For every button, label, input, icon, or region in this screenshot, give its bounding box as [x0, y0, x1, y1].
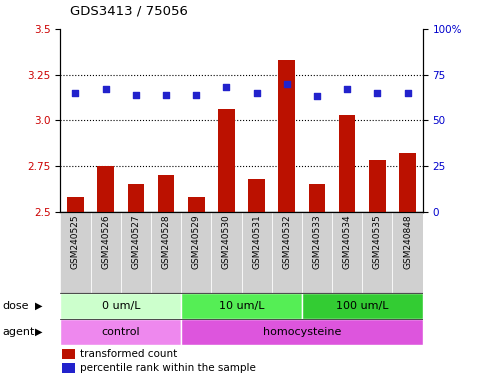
Bar [399, 153, 416, 212]
Point [343, 86, 351, 92]
Text: agent: agent [2, 327, 35, 337]
Text: GSM240535: GSM240535 [373, 214, 382, 269]
Bar [271, 212, 302, 293]
Point [162, 91, 170, 98]
Bar [121, 212, 151, 293]
Text: 0 um/L: 0 um/L [101, 301, 140, 311]
Text: ▶: ▶ [35, 301, 43, 311]
Bar [309, 184, 325, 212]
Text: GSM240531: GSM240531 [252, 214, 261, 269]
Bar [369, 161, 385, 212]
Bar [128, 184, 144, 212]
Point [223, 84, 230, 90]
Bar [181, 319, 423, 345]
Text: GSM240532: GSM240532 [282, 214, 291, 269]
Point [71, 90, 79, 96]
Bar [158, 175, 174, 212]
Bar [62, 363, 75, 373]
Text: transformed count: transformed count [80, 349, 178, 359]
Text: 100 um/L: 100 um/L [336, 301, 388, 311]
Bar [302, 293, 423, 319]
Bar [67, 197, 84, 212]
Point [132, 91, 140, 98]
Text: GSM240527: GSM240527 [131, 214, 141, 269]
Bar [151, 212, 181, 293]
Point [253, 90, 260, 96]
Text: GSM240534: GSM240534 [342, 214, 352, 269]
Text: ▶: ▶ [35, 327, 43, 337]
Text: GSM240848: GSM240848 [403, 214, 412, 269]
Bar [98, 166, 114, 212]
Point [192, 91, 200, 98]
Bar [181, 212, 212, 293]
Text: 10 um/L: 10 um/L [219, 301, 264, 311]
Bar [248, 179, 265, 212]
Bar [181, 293, 302, 319]
Text: control: control [101, 327, 140, 337]
Bar [62, 349, 75, 359]
Text: GSM240533: GSM240533 [313, 214, 322, 269]
Bar [393, 212, 423, 293]
Text: GSM240529: GSM240529 [192, 214, 201, 269]
Bar [332, 212, 362, 293]
Point [283, 81, 291, 87]
Point [102, 86, 110, 92]
Text: GDS3413 / 75056: GDS3413 / 75056 [70, 4, 188, 17]
Text: dose: dose [2, 301, 29, 311]
Bar [60, 212, 91, 293]
Point [313, 93, 321, 99]
Bar [339, 115, 355, 212]
Bar [279, 60, 295, 212]
Bar [91, 212, 121, 293]
Text: GSM240528: GSM240528 [161, 214, 170, 269]
Text: percentile rank within the sample: percentile rank within the sample [80, 363, 256, 373]
Bar [362, 212, 393, 293]
Text: GSM240530: GSM240530 [222, 214, 231, 269]
Bar [60, 293, 181, 319]
Text: GSM240526: GSM240526 [101, 214, 110, 269]
Bar [188, 197, 204, 212]
Bar [212, 212, 242, 293]
Bar [218, 109, 235, 212]
Bar [242, 212, 271, 293]
Point [404, 90, 412, 96]
Text: homocysteine: homocysteine [263, 327, 341, 337]
Bar [60, 319, 181, 345]
Bar [302, 212, 332, 293]
Point [373, 90, 381, 96]
Text: GSM240525: GSM240525 [71, 214, 80, 269]
